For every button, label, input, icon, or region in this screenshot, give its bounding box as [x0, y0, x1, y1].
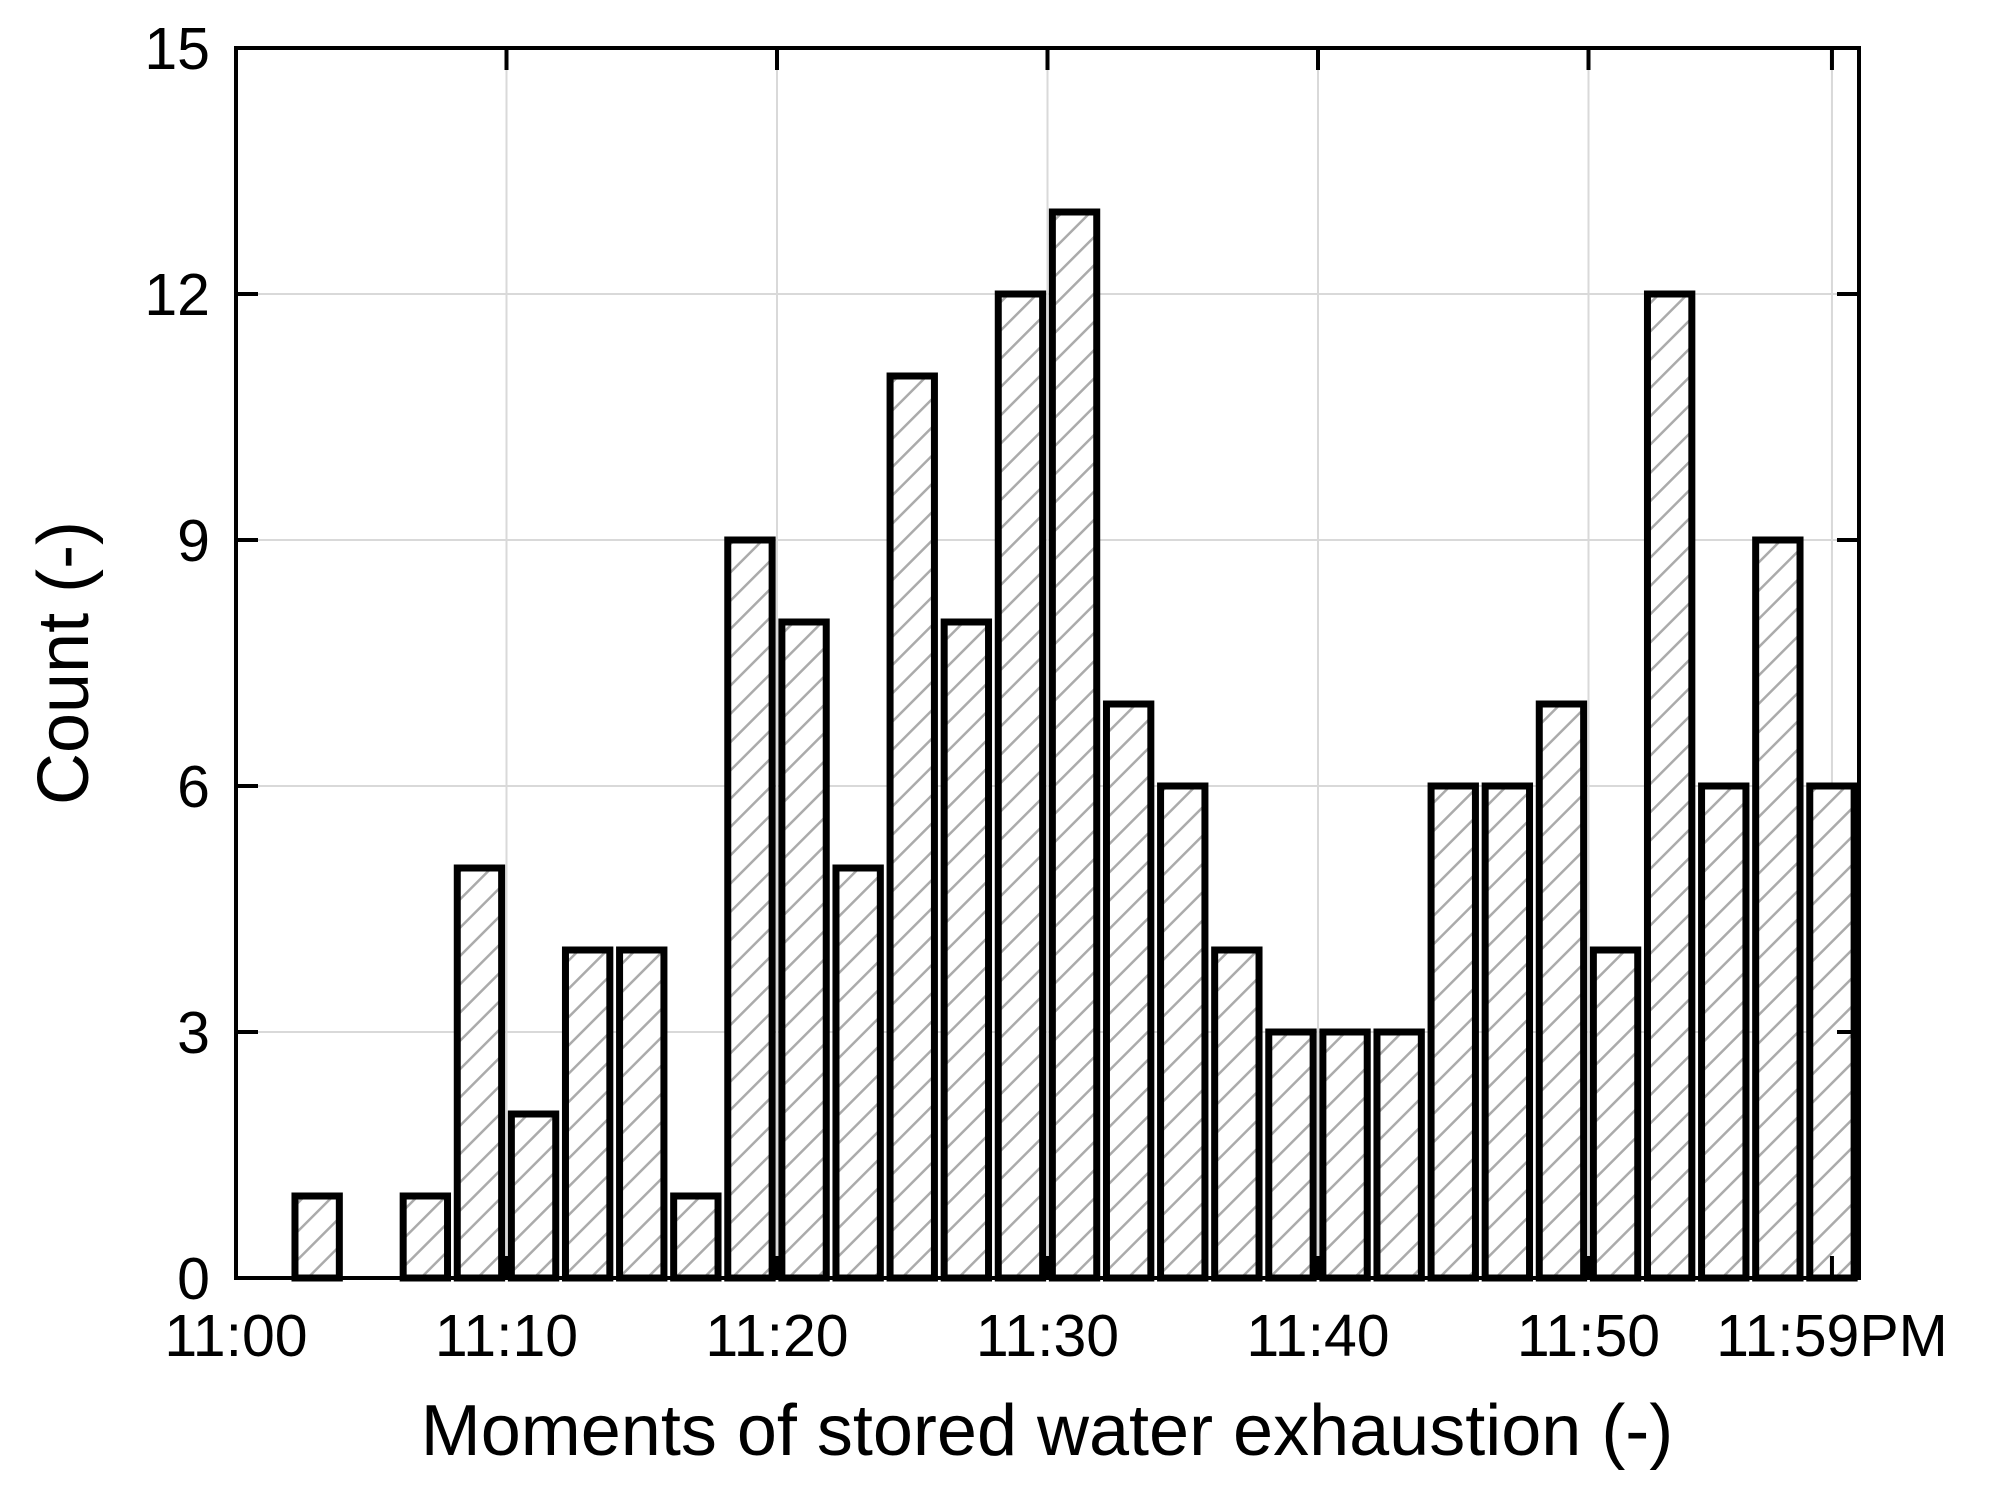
bar: [724, 536, 776, 1282]
bar: [1373, 1028, 1425, 1282]
bar: [1427, 782, 1479, 1282]
bar: [1535, 700, 1588, 1282]
axes: 0 3 6 9 12 15 11:00 11:10 11:20 11:30 11:40 11:50 11…: [144, 16, 1947, 1369]
bar: [1589, 946, 1642, 1282]
y-tick-label: 0: [177, 1246, 210, 1312]
bars: [291, 208, 1858, 1282]
y-tick-label: 12: [144, 262, 210, 328]
y-tick-label: 3: [177, 1000, 210, 1066]
bar: [1698, 782, 1750, 1282]
bar: [507, 1110, 560, 1282]
bar: [1211, 946, 1263, 1282]
bar: [1265, 1028, 1317, 1282]
plot-frame: [234, 46, 1861, 1280]
y-tick-label: 9: [177, 508, 210, 574]
x-tick-label: 11:30: [976, 1303, 1119, 1369]
bar: [561, 946, 614, 1282]
bar: [399, 1192, 452, 1282]
bar: [1643, 290, 1696, 1282]
bar: [832, 864, 884, 1282]
x-tick-label: 11:20: [705, 1303, 848, 1369]
x-tick-label: 11:50: [1517, 1303, 1660, 1369]
bar: [616, 946, 668, 1282]
y-axis-title: Count (-): [24, 521, 104, 805]
bar: [291, 1192, 343, 1282]
x-tick-label: 11:00: [164, 1303, 307, 1369]
bar: [1481, 782, 1534, 1282]
x-axis-title: Moments of stored water exhaustion (-): [421, 1391, 1674, 1471]
bar: [1319, 1028, 1371, 1282]
bar: [1752, 536, 1804, 1282]
x-tick-label: 11:59PM: [1716, 1303, 1948, 1369]
bar: [453, 864, 506, 1282]
bar: [1157, 782, 1209, 1282]
bar: [940, 618, 993, 1282]
y-tick-label: 6: [177, 754, 210, 820]
bar: [886, 372, 938, 1282]
x-tick-label: 11:10: [435, 1303, 578, 1369]
x-tick-label: 11:40: [1246, 1303, 1389, 1369]
y-tick-label: 15: [144, 16, 210, 82]
bar: [670, 1192, 722, 1282]
bar: [994, 290, 1047, 1282]
bar: [778, 618, 830, 1282]
bar: [1048, 208, 1101, 1282]
bar: [1102, 700, 1155, 1282]
